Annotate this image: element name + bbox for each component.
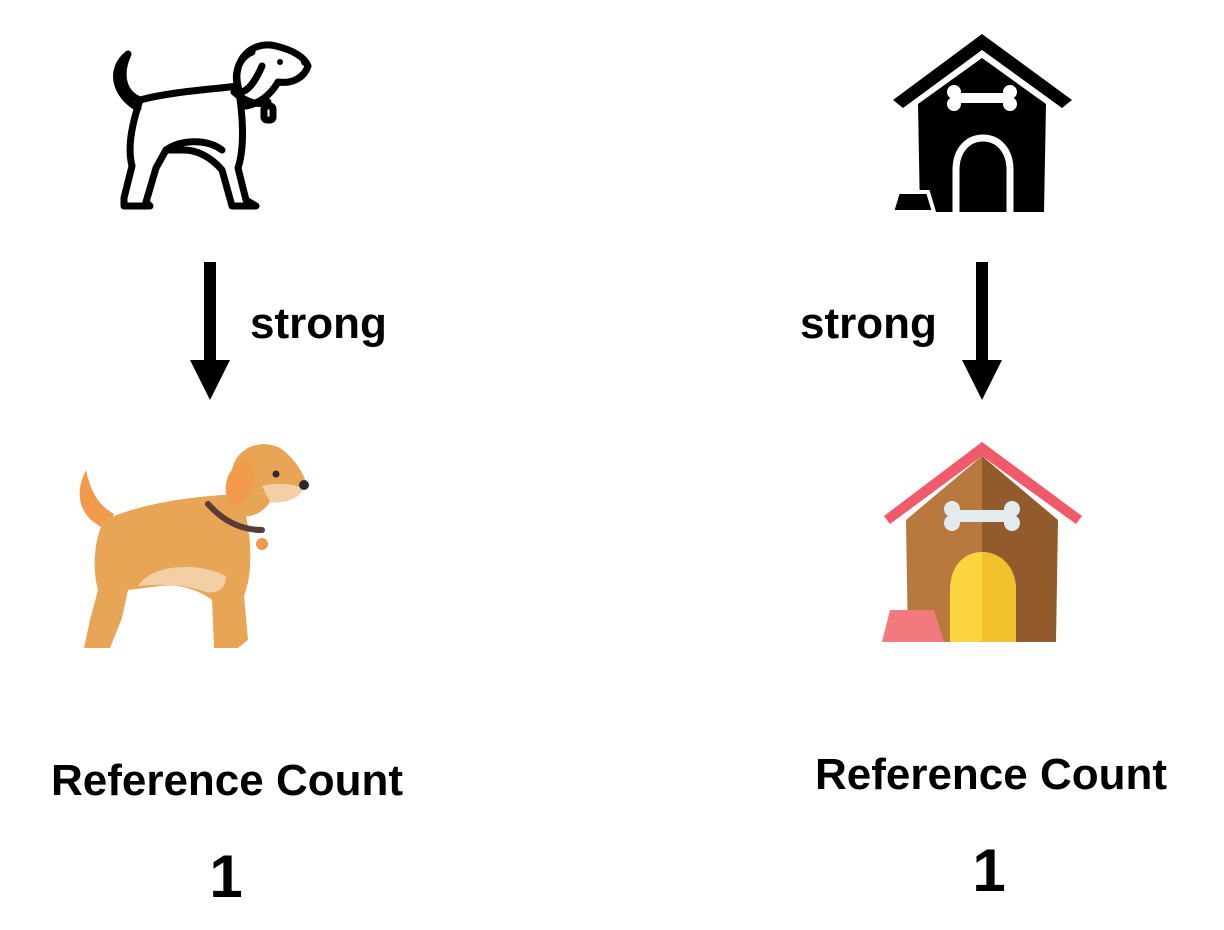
left-strong-arrow <box>190 262 230 400</box>
doghouse-color-icon <box>882 442 1082 642</box>
right-reference-count-label: Reference Count <box>814 750 1168 799</box>
right-arrow-label: strong <box>800 299 937 348</box>
dog-outline-icon <box>113 41 312 210</box>
left-arrow-label: strong <box>250 299 387 348</box>
left-reference-count-label: Reference Count <box>50 756 404 805</box>
right-reference-count-value: 1 <box>972 837 1006 904</box>
doghouse-outline-icon <box>889 34 1072 214</box>
right-strong-arrow <box>962 262 1002 400</box>
left-reference-count-value: 1 <box>209 843 243 910</box>
dog-color-icon <box>79 444 309 648</box>
